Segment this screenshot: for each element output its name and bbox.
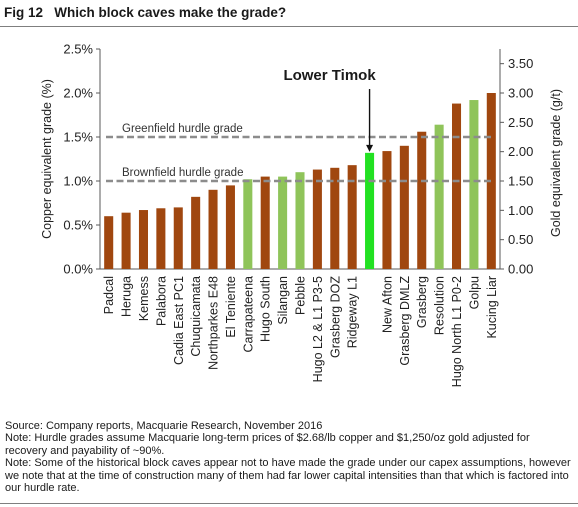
y-tick-label: 0.0% <box>63 262 93 277</box>
x-tick-label: Hugo L2 & L1 P3-5 <box>311 276 325 382</box>
y-tick-label: 2.5% <box>63 42 93 57</box>
x-tick-label: Resolution <box>433 276 447 335</box>
x-tick-label: Golpu <box>467 276 481 309</box>
x-tick-label: Chuquicamata <box>189 276 203 357</box>
notes: Source: Company reports, Macquarie Resea… <box>5 420 573 494</box>
x-tick-label: Carrapateena <box>241 276 255 352</box>
bar-5 <box>191 196 201 269</box>
bar-15 <box>365 152 375 269</box>
y2-tick-label: 2.00 <box>508 144 533 159</box>
bar-14 <box>347 165 357 269</box>
bar-10 <box>278 176 288 269</box>
bar-8 <box>243 179 253 269</box>
bar-7 <box>225 185 235 269</box>
y2-tick-label: 1.50 <box>508 174 533 189</box>
y-tick-label: 1.5% <box>63 130 93 145</box>
figure-number: Fig 12 <box>4 5 44 20</box>
bar-chart: 0.0% 0.5% 1.0% 1.5% 2.0% 2.5% 0.00 0.50 1.00 1.50… <box>40 42 563 388</box>
x-tick-label: El Teniente <box>224 276 238 338</box>
bottom-rule <box>0 503 578 504</box>
x-tick-label: Ridgeway L1 <box>346 276 360 348</box>
bar-11 <box>295 172 305 269</box>
bar-20 <box>452 103 462 269</box>
x-tick-label: Grasberg <box>415 276 429 328</box>
bar-22 <box>486 93 496 269</box>
bar-13 <box>330 167 340 269</box>
x-tick-label: Hugo North L1 P0-2 <box>450 276 464 387</box>
x-tick-label: Padcal <box>102 276 116 314</box>
y-tick-label: 1.0% <box>63 174 93 189</box>
historical-note: Note: Some of the historical block caves… <box>5 457 571 495</box>
x-tick-label: Grasberg DOZ <box>328 276 342 358</box>
x-tick-label: Pebble <box>294 276 308 315</box>
y2-tick-label: 1.00 <box>508 203 533 218</box>
y2-tick-label: 0.00 <box>508 262 533 277</box>
bar-6 <box>208 189 218 269</box>
y2-tick-label: 3.00 <box>508 86 533 101</box>
x-tick-label: Hugo South <box>259 276 273 342</box>
bar-0 <box>104 216 114 269</box>
y2-tick-label: 2.50 <box>508 115 533 130</box>
x-tick-label: Kemess <box>137 276 151 321</box>
x-tick-label: Palabora <box>154 276 168 326</box>
bar-16 <box>382 151 392 269</box>
figure-header: Fig 12 Which block caves make the grade? <box>0 0 578 27</box>
bar-21 <box>469 100 479 269</box>
bar-1 <box>121 212 131 269</box>
y2-tick-label: 3.50 <box>508 56 533 71</box>
hurdle-label-0: Greenfield hurdle grade <box>122 123 243 135</box>
x-tick-label: Grasberg DMLZ <box>398 276 412 366</box>
bar-12 <box>312 169 322 269</box>
x-tick-label: Northparkes E48 <box>207 276 221 370</box>
bar-18 <box>417 131 427 269</box>
y-tick-label: 0.5% <box>63 218 93 233</box>
figure-title: Fig 12 Which block caves make the grade? <box>4 5 286 20</box>
figure-title-text: Which block caves make the grade? <box>54 5 287 20</box>
annotation-arrowhead <box>366 144 374 152</box>
bar-3 <box>156 208 166 269</box>
bar-9 <box>260 176 270 269</box>
y-tick-label: 2.0% <box>63 86 93 101</box>
y2-axis-title: Gold equivalent grade (g/t) <box>549 89 563 237</box>
hurdle-label-1: Brownfield hurdle grade <box>122 167 243 179</box>
x-tick-label: Silangan <box>276 276 290 325</box>
annotation-label: Lower Timok <box>283 67 376 84</box>
source-note: Source: Company reports, Macquarie Resea… <box>5 420 323 432</box>
x-tick-label: Kucing Liar <box>485 276 499 339</box>
x-tick-label: New Afton <box>380 276 394 333</box>
x-tick-label: Heruga <box>120 276 134 317</box>
y-axis-title: Copper equivalent grade (%) <box>40 79 54 239</box>
bar-19 <box>434 124 444 270</box>
bar-2 <box>138 210 148 269</box>
y2-tick-label: 0.50 <box>508 232 533 247</box>
bar-17 <box>399 145 409 269</box>
bar-4 <box>173 207 183 269</box>
x-tick-label: Cadia East PC1 <box>172 276 186 365</box>
hurdle-note: Note: Hurdle grades assume Macquarie lon… <box>5 432 530 457</box>
